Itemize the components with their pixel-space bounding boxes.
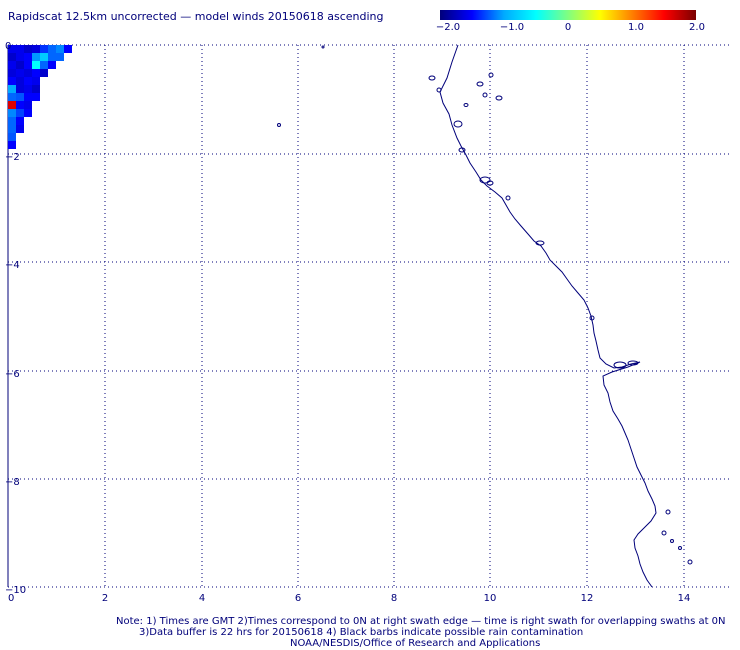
wind-cell <box>16 61 24 69</box>
y-tick-label: −2 <box>5 152 20 163</box>
wind-cell <box>8 141 16 149</box>
wind-cell <box>8 69 16 77</box>
note-line-3: NOAA/NESDIS/Office of Research and Appli… <box>290 638 541 649</box>
wind-cell <box>16 85 24 93</box>
wind-cell <box>8 125 16 133</box>
wind-cell <box>8 77 16 85</box>
colorbar-tick-label: 0 <box>564 22 572 33</box>
wind-cell <box>24 69 32 77</box>
wind-cell <box>24 109 32 117</box>
wind-cell <box>32 53 40 61</box>
wind-cell <box>16 125 24 133</box>
x-tick-label: 14 <box>678 593 691 604</box>
wind-cell <box>40 61 48 69</box>
wind-cell <box>8 133 16 141</box>
wind-cell <box>24 53 32 61</box>
wind-cell <box>24 61 32 69</box>
wind-cell <box>24 77 32 85</box>
y-tick-label: −6 <box>5 369 20 380</box>
x-tick-label: 8 <box>391 593 397 604</box>
wind-cell <box>8 101 16 109</box>
x-tick-label: 4 <box>199 593 205 604</box>
wind-cell <box>48 61 56 69</box>
y-tick-label: −10 <box>5 585 26 596</box>
wind-cell <box>32 77 40 85</box>
colorbar-tick-label: −1.0 <box>499 22 525 33</box>
wind-cell <box>16 117 24 125</box>
wind-cell <box>56 45 64 53</box>
wind-cell <box>16 69 24 77</box>
wind-cell <box>40 45 48 53</box>
colorbar-tick-label: −2.0 <box>435 22 461 33</box>
wind-cell <box>16 109 24 117</box>
wind-swath-cells <box>8 45 72 149</box>
map-title: Rapidscat 12.5km uncorrected — model win… <box>8 10 384 23</box>
wind-cell <box>16 93 24 101</box>
wind-cell <box>8 93 16 101</box>
colorbar-tick-label: 2.0 <box>689 22 705 33</box>
wind-cell <box>8 117 16 125</box>
note-line-1: Note: 1) Times are GMT 2)Times correspon… <box>116 616 726 627</box>
x-tick-label: 0 <box>8 593 14 604</box>
wind-cell <box>16 101 24 109</box>
wind-cell <box>8 61 16 69</box>
wind-cell <box>40 69 48 77</box>
wind-cell <box>8 45 16 53</box>
y-tick-label: 0 <box>5 41 11 52</box>
wind-cell <box>8 53 16 61</box>
wind-cell <box>32 61 40 69</box>
wind-cell <box>32 93 40 101</box>
wind-cell <box>32 69 40 77</box>
grid-lines <box>7 44 732 588</box>
coastline <box>277 44 693 588</box>
wind-cell <box>64 45 72 53</box>
wind-cell <box>16 53 24 61</box>
wind-cell <box>24 85 32 93</box>
x-tick-label: 2 <box>102 593 108 604</box>
y-tick-label: −8 <box>5 477 20 488</box>
wind-cell <box>8 85 16 93</box>
wind-cell <box>8 109 16 117</box>
wind-cell <box>48 45 56 53</box>
x-tick-label: 10 <box>484 593 497 604</box>
wind-cell <box>32 45 40 53</box>
wind-cell <box>16 45 24 53</box>
wind-cell <box>56 53 64 61</box>
colorbar <box>440 10 696 20</box>
wind-cell <box>32 85 40 93</box>
y-tick-label: −4 <box>5 260 20 271</box>
colorbar-tick-label: 1.0 <box>628 22 644 33</box>
wind-cell <box>40 53 48 61</box>
wind-cell <box>24 93 32 101</box>
wind-cell <box>24 45 32 53</box>
axis-tick-labels: 0 2 4 6 8 10 12 14 0 −2 −4 −6 −8 −10 <box>5 41 690 604</box>
note-line-2: 3)Data buffer is 22 hrs for 20150618 4) … <box>139 627 584 638</box>
wind-cell <box>24 101 32 109</box>
x-tick-label: 12 <box>581 593 594 604</box>
x-tick-label: 6 <box>295 593 301 604</box>
wind-cell <box>48 53 56 61</box>
wind-cell <box>16 77 24 85</box>
